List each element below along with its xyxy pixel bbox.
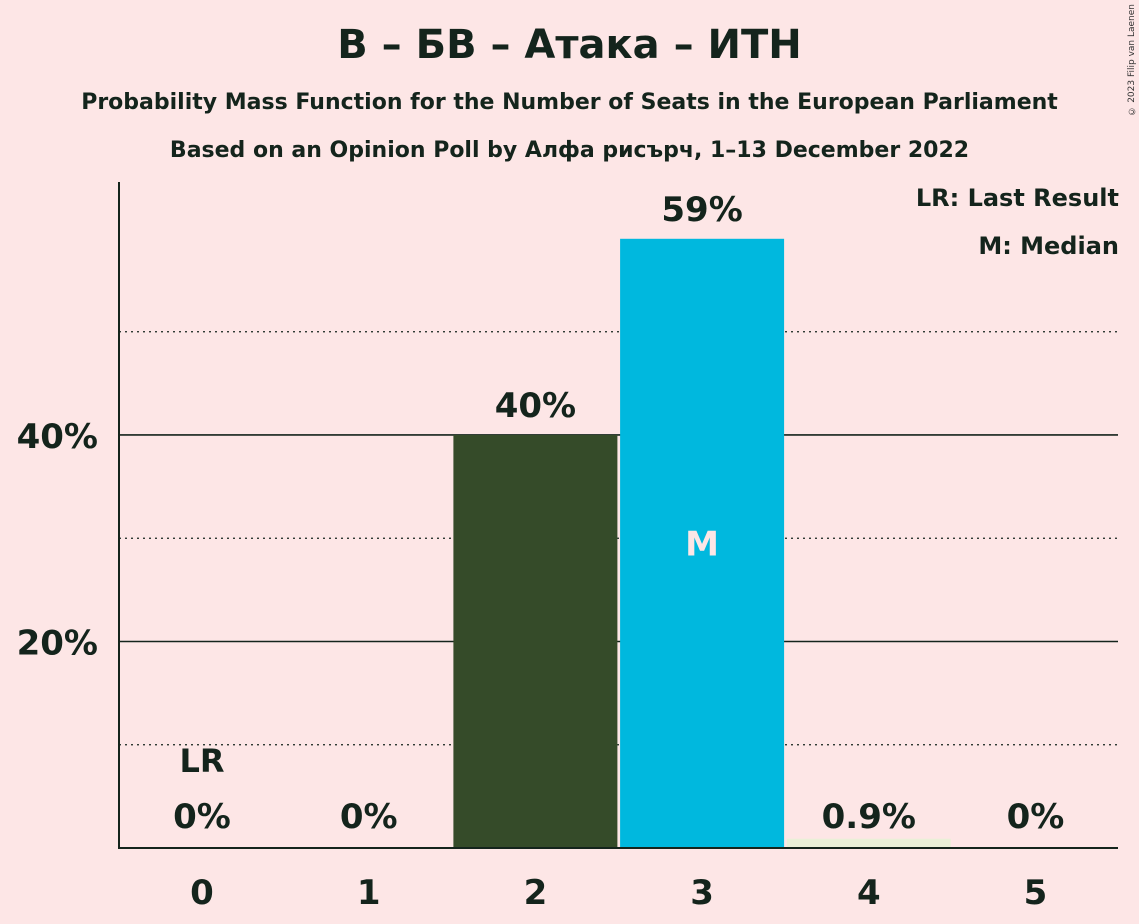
- bar-2: [453, 434, 618, 848]
- x-tick-label: 3: [690, 873, 714, 913]
- chart-source-line: Based on an Opinion Poll by Алфа рисърч,…: [169, 138, 970, 163]
- bar-value-label: 0%: [173, 797, 231, 837]
- median-marker: M: [685, 524, 719, 564]
- bar-4: [786, 838, 951, 848]
- bar-value-label: 59%: [661, 190, 742, 230]
- last-result-marker: LR: [179, 742, 224, 780]
- x-tick-label: 0: [190, 873, 214, 913]
- chart-title: В – БВ – Атака – ИТН: [337, 22, 802, 68]
- x-tick-label: 4: [857, 873, 881, 913]
- bar-3: [620, 238, 785, 848]
- x-tick-label: 2: [524, 873, 548, 913]
- legend-last-result: LR: Last Result: [915, 184, 1119, 212]
- x-tick-label: 1: [357, 873, 381, 913]
- bar-value-label: 40%: [495, 386, 576, 426]
- y-tick-label: 20%: [17, 623, 98, 663]
- bar-value-label: 0%: [1007, 797, 1065, 837]
- bar-value-label: 0.9%: [822, 797, 916, 837]
- chart-subtitle: Probability Mass Function for the Number…: [81, 90, 1058, 115]
- y-tick-label: 40%: [17, 417, 98, 457]
- legend-median: M: Median: [978, 232, 1119, 260]
- bar-value-label: 0%: [340, 797, 398, 837]
- x-tick-label: 5: [1024, 873, 1048, 913]
